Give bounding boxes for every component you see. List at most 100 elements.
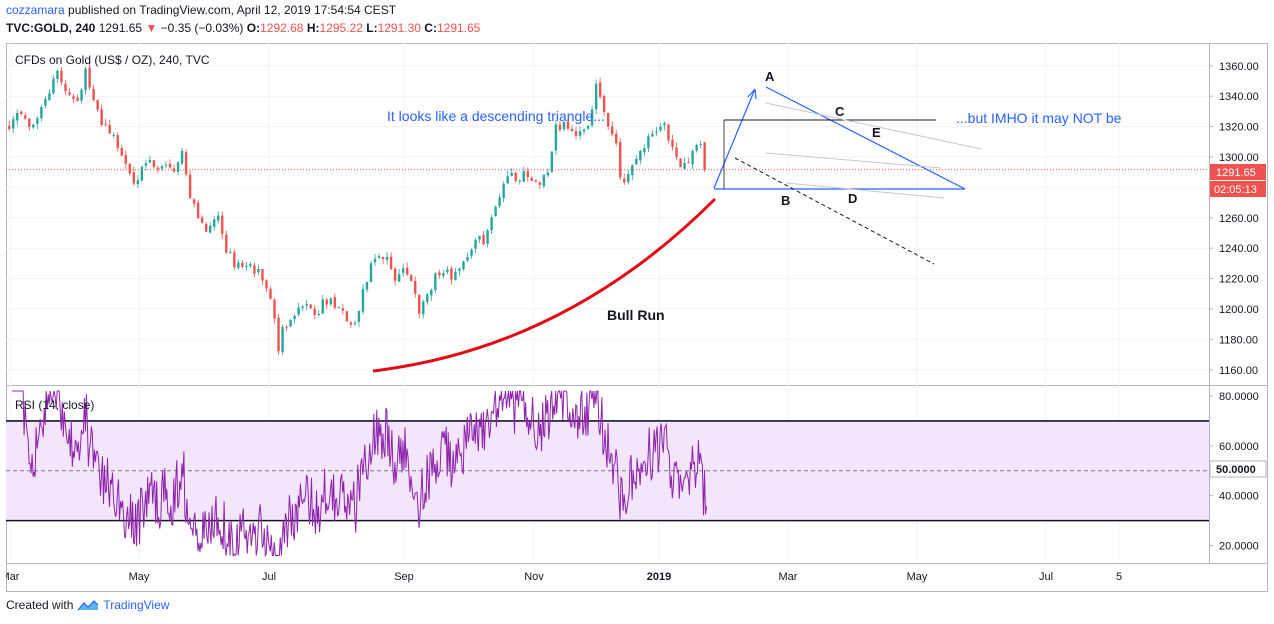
candle-body (365, 282, 369, 290)
rsi-midline-tag-label: 50.0000 (1216, 464, 1256, 476)
candle-body (611, 126, 614, 135)
candle-body (534, 180, 538, 182)
candle-body (305, 304, 308, 306)
candle-body (80, 89, 83, 101)
candle-body (647, 136, 650, 149)
candle-body (381, 257, 385, 259)
candle-body (554, 124, 558, 151)
candle-body (369, 263, 373, 282)
publish-info: cozzamara published on TradingView.com, … (6, 3, 396, 17)
time-tick-label: Nov (524, 571, 544, 583)
time-tick-label: Sep (394, 571, 414, 583)
channel-line-upper (765, 102, 982, 150)
candle-body (168, 163, 172, 168)
rsi-tick-label: 40.0000 (1219, 491, 1259, 503)
candle-body (671, 139, 674, 147)
candle-body (245, 265, 248, 267)
candle-body (164, 164, 168, 166)
candle-body (598, 82, 602, 97)
candle-body (442, 273, 445, 276)
candle-body (514, 173, 517, 181)
candle-body (462, 261, 465, 270)
chart-canvas[interactable]: 1160.00 1180.00 1200.00 1220.00 1240.00 1260.… (6, 43, 1268, 593)
candle-body (683, 162, 686, 169)
low-value: 1291.30 (377, 21, 421, 35)
price-tick-label: 1220.00 (1219, 274, 1259, 286)
candle-body (237, 262, 240, 268)
candle-body (691, 150, 694, 165)
candle-body (341, 308, 345, 311)
candle-body (446, 269, 449, 272)
candle-body (180, 150, 184, 164)
footer: Created with TradingView (6, 598, 169, 612)
candle-body (651, 133, 654, 137)
candle-body (72, 96, 75, 100)
candle-body (623, 178, 626, 183)
candle-body (506, 176, 509, 184)
candle-body (257, 269, 260, 273)
candle-body (590, 109, 594, 126)
price-tick-label: 1320.00 (1219, 122, 1259, 134)
candle-body (586, 125, 590, 129)
candle-body (285, 326, 288, 328)
candle-body (385, 256, 389, 260)
candle-body (124, 154, 127, 164)
candle-body (582, 129, 586, 132)
candle-body (229, 252, 232, 254)
candle-body (486, 230, 489, 244)
candle-body (92, 88, 95, 101)
candle-body (213, 219, 216, 227)
candle-body (188, 174, 192, 199)
candle-body (619, 142, 622, 178)
candle-body (635, 158, 638, 165)
candle-body (478, 235, 481, 240)
candle-body (24, 115, 27, 119)
candle-body (482, 234, 485, 245)
candle-body (675, 147, 678, 158)
author-link[interactable]: cozzamara (6, 3, 65, 17)
candle-body (377, 256, 381, 258)
candle-body (418, 294, 421, 314)
candle-body (615, 133, 618, 144)
open-label: O: (246, 21, 261, 35)
price-tick-label: 1260.00 (1219, 213, 1259, 225)
candle-body (309, 304, 312, 309)
candle-body (655, 131, 658, 133)
published-text: published on TradingView.com, April 12, … (68, 3, 397, 17)
candle-body (389, 256, 393, 270)
candle-body (116, 135, 119, 149)
candle-body (261, 268, 264, 281)
candle-body (273, 299, 276, 319)
candle-body (16, 112, 19, 121)
candle-body (68, 92, 71, 95)
candle-body (498, 197, 501, 207)
candle-body (414, 281, 417, 294)
price-change: −0.35 (−0.03%) (160, 21, 244, 35)
rsi-pane (6, 390, 1209, 558)
candle-body (337, 307, 341, 309)
candle-body (20, 111, 23, 114)
candle-body (289, 320, 292, 327)
time-tick-label: 2019 (647, 571, 671, 583)
high-label: H: (306, 21, 320, 35)
candle-body (128, 163, 131, 174)
candlestick-series (8, 62, 706, 356)
candle-body (703, 142, 706, 170)
candle-body (518, 180, 521, 182)
candle-body (434, 273, 437, 290)
candle-body (48, 93, 51, 101)
candle-body (357, 310, 361, 322)
close-value: 1291.65 (436, 21, 481, 35)
tradingview-brand-link[interactable]: TradingView (103, 598, 170, 612)
candle-body (458, 268, 461, 271)
candle-body (136, 180, 140, 184)
rsi-line (12, 390, 707, 558)
price-tick-label: 1200.00 (1219, 304, 1259, 316)
low-label: L: (366, 21, 378, 35)
candle-body (132, 172, 136, 184)
candle-body (353, 322, 357, 324)
time-tick-label: Jul (1039, 571, 1053, 583)
last-price-tag (1210, 164, 1266, 180)
candle-body (450, 268, 453, 280)
candle-body (574, 131, 578, 136)
